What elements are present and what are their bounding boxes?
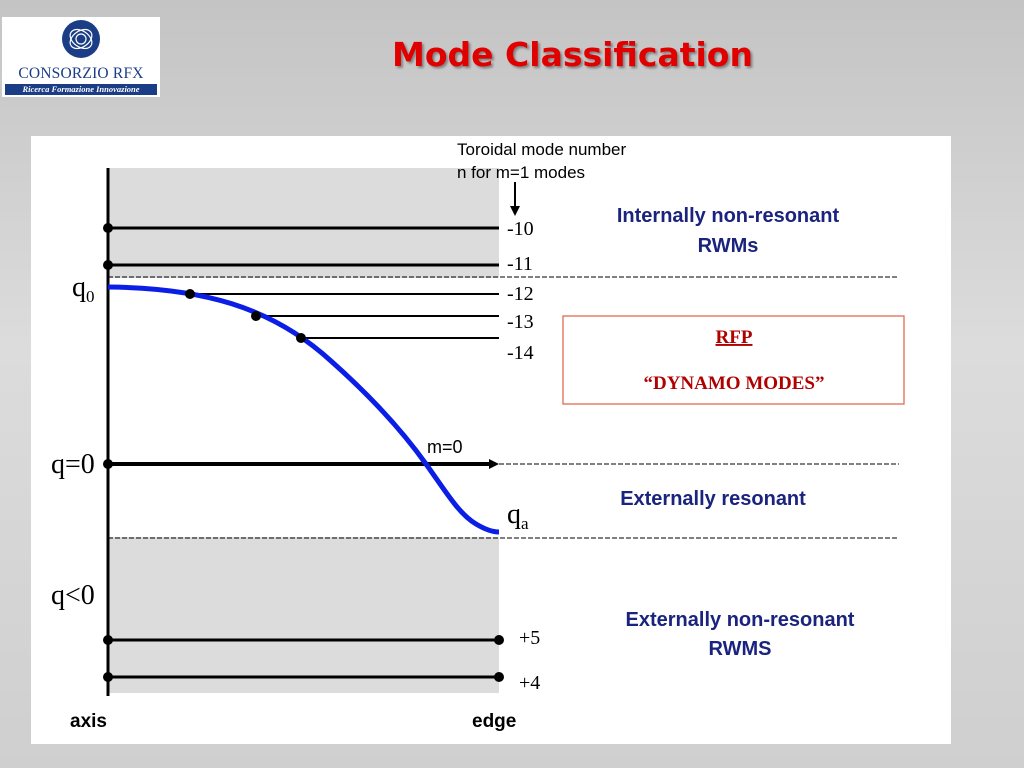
shaded-region-internal — [108, 168, 499, 278]
axis-label: axis — [70, 711, 107, 732]
mode-dot-n-11 — [103, 260, 113, 270]
mode-dot-n-14 — [296, 333, 306, 343]
mode-diagram-panel: Toroidal mode number n for m=1 modes -10… — [31, 136, 951, 744]
mode-number-n-14: -14 — [507, 342, 534, 364]
mode-dot-plus5-edge — [494, 635, 504, 645]
q-zero-label: q=0 — [51, 449, 95, 480]
rfp-label: RFP — [716, 327, 753, 348]
m0-label: m=0 — [427, 437, 463, 457]
mode-dot-n-12 — [185, 289, 195, 299]
qa-subscript: a — [521, 514, 529, 533]
mode-number-n-11: -11 — [507, 253, 533, 275]
logo-name: CONSORZIO RFX — [18, 65, 144, 82]
mode-dot-n-13 — [251, 311, 261, 321]
mode-dot-plus4-edge — [494, 672, 504, 682]
logo-tagline: Ricerca Formazione Innovazione — [5, 84, 157, 95]
header-line-2: n for m=1 modes — [457, 163, 585, 182]
logo-emblem-icon — [62, 20, 100, 58]
rfp-dynamo-box — [562, 315, 905, 405]
mode-dot-plus4-axis — [103, 672, 113, 682]
q-negative-label: q<0 — [51, 580, 95, 611]
slide-title: Mode Classification — [392, 35, 753, 74]
region-external-resonant: Externally resonant — [620, 488, 806, 510]
mode-number-n-10: -10 — [507, 218, 534, 240]
region-external-nonres-line-2: RWMS — [709, 638, 772, 660]
mode-dot-n-10 — [103, 223, 113, 233]
dynamo-modes-label: “DYNAMO MODES” — [643, 373, 824, 394]
mode-classification-diagram: Toroidal mode number n for m=1 modes -10… — [51, 140, 905, 732]
mode-number-n-plus4: +4 — [519, 672, 540, 694]
mode-number-n-plus5: +5 — [519, 627, 540, 649]
mode-dot-plus5-axis — [103, 635, 113, 645]
mode-dot-q-zero-axis — [103, 459, 113, 469]
header-line-1: Toroidal mode number — [457, 140, 626, 159]
edge-label: edge — [472, 711, 516, 732]
q-profile-curve — [107, 284, 500, 535]
region-external-nonres-line-1: Externally non-resonant — [626, 609, 855, 631]
mode-number-n-13: -13 — [507, 311, 534, 333]
mode-number-n-12: -12 — [507, 283, 534, 305]
qa-label: qa — [507, 499, 529, 533]
shaded-region-external — [108, 537, 499, 693]
q0-subscript: 0 — [86, 287, 95, 306]
region-internal-line-2: RWMs — [698, 235, 759, 257]
consorzio-rfx-logo: CONSORZIO RFX Ricerca Formazione Innovaz… — [2, 17, 160, 97]
q0-label: q0 — [72, 272, 95, 306]
region-internal-line-1: Internally non-resonant — [617, 205, 840, 227]
